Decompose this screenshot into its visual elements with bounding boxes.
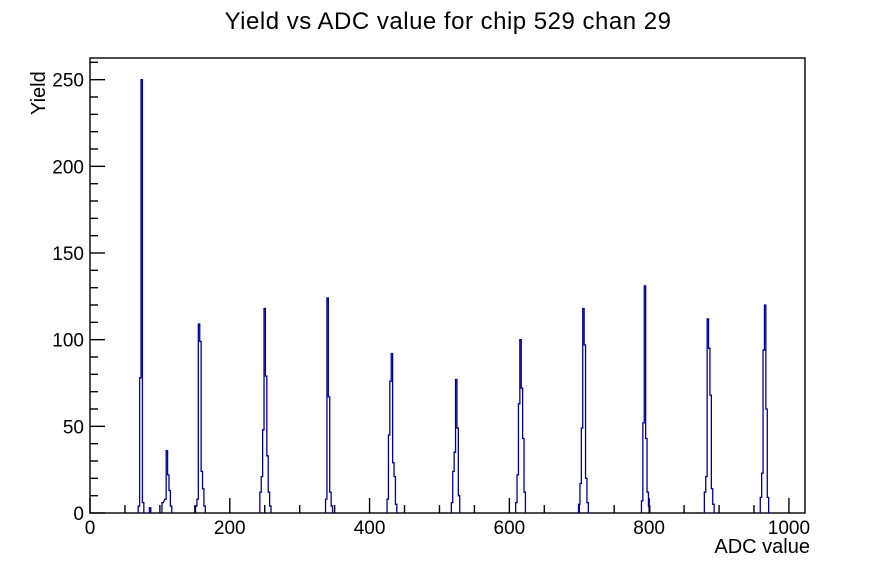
x-tick-label: 800 <box>633 518 665 539</box>
histogram-spike-cluster <box>640 285 651 513</box>
histogram-spike-cluster <box>194 323 206 513</box>
histogram-spike-cluster <box>515 339 527 513</box>
x-axis-ticks <box>89 498 790 513</box>
y-tick-label: 50 <box>63 417 84 438</box>
y-tick-label: 150 <box>52 244 84 265</box>
y-tick-label: 200 <box>52 157 84 178</box>
x-tick-label: 1000 <box>768 518 810 539</box>
histogram-spike-cluster <box>386 352 398 513</box>
histogram-spike-cluster <box>577 307 589 513</box>
y-tick-label: 250 <box>52 71 84 92</box>
x-tick-label: 400 <box>354 518 386 539</box>
y-tick-label: 100 <box>52 331 84 352</box>
histogram-series <box>137 79 770 513</box>
histogram-spike-cluster <box>148 507 152 513</box>
histogram-spike-cluster <box>259 307 272 513</box>
histogram-spike-cluster <box>324 297 334 513</box>
x-axis-title: ADC value <box>714 536 810 558</box>
x-tick-label: 600 <box>494 518 526 539</box>
y-axis-title: Yield <box>28 71 50 115</box>
histogram-spike-cluster <box>703 318 715 513</box>
x-tick-label: 200 <box>214 518 246 539</box>
x-axis-tick-labels: 0 200 400 600 800 1000 <box>85 518 810 539</box>
y-axis-ticks <box>90 61 105 514</box>
histogram-spike-cluster <box>137 79 145 513</box>
plot-frame <box>89 57 806 514</box>
x-tick-label: 0 <box>85 518 96 539</box>
chart-title: Yield vs ADC value for chip 529 chan 29 <box>224 8 672 35</box>
y-tick-label: 0 <box>73 504 84 525</box>
histogram-spike-cluster <box>450 378 461 513</box>
y-axis-tick-labels: 0 50 100 150 200 250 <box>52 71 84 525</box>
histogram-spike-cluster <box>161 449 173 513</box>
histogram-spike-cluster <box>759 304 770 513</box>
